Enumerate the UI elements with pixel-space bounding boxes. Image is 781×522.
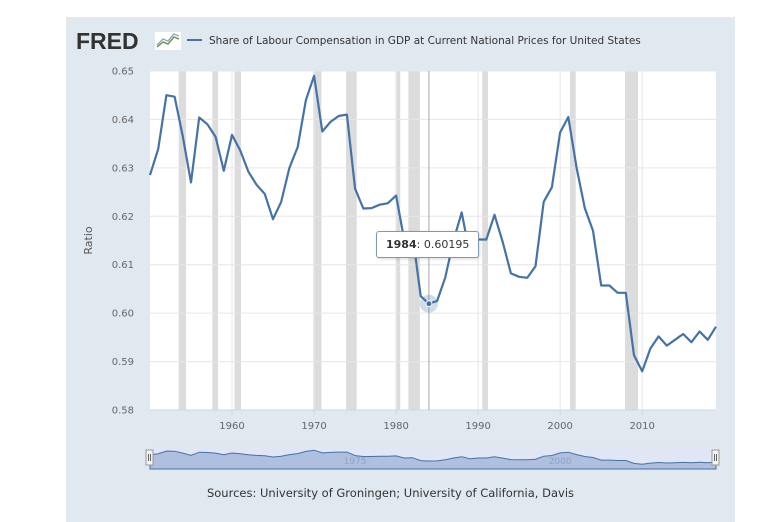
recession-band-1 bbox=[212, 71, 219, 410]
navigator-left-handle[interactable] bbox=[145, 449, 154, 466]
x-tick-label: 1960 bbox=[219, 421, 244, 432]
logo-graph-icon bbox=[155, 32, 181, 50]
recession-band-3 bbox=[313, 71, 322, 410]
y-tick-label: 0.59 bbox=[112, 357, 134, 368]
sources-note: Sources: University of Groningen; Univer… bbox=[206, 486, 575, 500]
recession-band-0 bbox=[178, 71, 187, 410]
series-line[interactable] bbox=[148, 74, 717, 373]
x-tick-label: 2010 bbox=[629, 421, 654, 432]
y-tick-label: 0.62 bbox=[112, 212, 134, 223]
recession-band-9 bbox=[624, 71, 639, 410]
recession-band-8 bbox=[569, 71, 576, 410]
x-tick-label: 1990 bbox=[465, 421, 490, 432]
y-tick-label: 0.64 bbox=[112, 115, 134, 126]
recession-band-4 bbox=[346, 71, 357, 410]
data-tooltip: 1984: 0.60195 bbox=[376, 231, 480, 258]
hover-point[interactable] bbox=[425, 300, 433, 308]
x-tick-label: 2000 bbox=[547, 421, 572, 432]
tooltip-separator: : bbox=[416, 238, 424, 251]
y-axis-ticks: 0.58 0.59 0.60 0.61 0.62 0.63 0.64 0.65 bbox=[112, 67, 134, 417]
y-tick-label: 0.58 bbox=[112, 406, 134, 417]
tooltip-value: 0.60195 bbox=[423, 238, 470, 251]
y-tick-label: 0.61 bbox=[112, 260, 134, 271]
navigator-label: 2000 bbox=[549, 457, 572, 467]
tooltip-year: 1984 bbox=[386, 238, 417, 251]
fred-logo-text: FRED bbox=[76, 28, 139, 54]
x-axis-ticks: 1960 1970 1980 1990 2000 2010 bbox=[219, 410, 655, 432]
x-tick-label: 1980 bbox=[383, 421, 408, 432]
navigator-series bbox=[149, 449, 717, 470]
y-tick-label: 0.65 bbox=[112, 67, 134, 78]
recession-band-2 bbox=[234, 71, 242, 410]
y-axis-label: Ratio bbox=[82, 226, 95, 255]
chart-title[interactable]: Share of Labour Compensation in GDP at C… bbox=[209, 35, 641, 47]
range-navigator[interactable]: 1975 2000 bbox=[145, 447, 720, 470]
navigator-labels: 1975 2000 bbox=[344, 457, 572, 467]
y-tick-label: 0.60 bbox=[112, 309, 134, 320]
x-tick-label: 1970 bbox=[301, 421, 326, 432]
navigator-right-handle[interactable] bbox=[711, 449, 720, 466]
y-tick-label: 0.63 bbox=[112, 163, 134, 174]
navigator-label: 1975 bbox=[344, 457, 367, 467]
fred-logo[interactable]: FRED bbox=[76, 28, 181, 54]
